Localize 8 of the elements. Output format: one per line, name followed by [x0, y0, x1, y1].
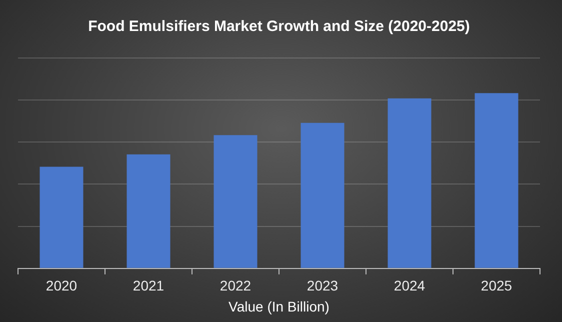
x-axis-title: Value (In Billion): [228, 298, 330, 314]
chart-title: Food Emulsifiers Market Growth and Size (2020-2025): [88, 18, 470, 36]
x-tick-label: 2024: [394, 278, 426, 294]
x-tick-label: 2020: [46, 278, 78, 294]
x-tick-label: 2022: [220, 278, 252, 294]
x-tick-label: 2023: [306, 278, 338, 294]
x-tick-label: 2025: [480, 278, 512, 294]
x-tick-label: 2021: [132, 278, 164, 294]
